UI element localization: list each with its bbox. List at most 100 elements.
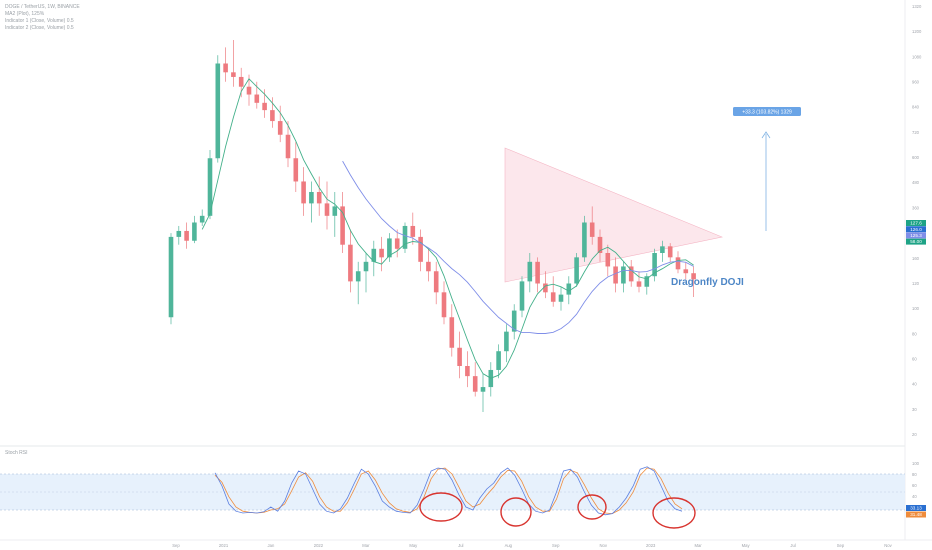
candle-body[interactable]: [387, 238, 392, 258]
candle-body[interactable]: [402, 225, 408, 249]
candles: [168, 40, 696, 412]
candle-body[interactable]: [449, 317, 455, 348]
candle-body[interactable]: [504, 331, 509, 352]
legend-indicator-1[interactable]: Indicator 1 (Close, Volume) 0.5: [5, 18, 74, 24]
time-tick-label: Jul: [458, 543, 463, 548]
candle-body[interactable]: [441, 292, 447, 318]
candle-body[interactable]: [527, 261, 533, 282]
price-badge-label: 126.0: [910, 227, 922, 232]
candle-body[interactable]: [176, 230, 182, 237]
legend-indicator-2[interactable]: Indicator 2 (Close, Volume) 0.5: [5, 25, 74, 31]
candle-body[interactable]: [293, 158, 299, 182]
candle-body[interactable]: [238, 76, 244, 87]
candle-body[interactable]: [192, 222, 197, 241]
candle-body[interactable]: [511, 310, 517, 332]
price-tick-label: 80: [912, 331, 917, 336]
price-badge-label: 127.6: [910, 221, 922, 226]
candle-body[interactable]: [628, 266, 634, 282]
projection-label-box[interactable]: [733, 107, 801, 116]
candle-body[interactable]: [426, 261, 431, 272]
stoch-circle[interactable]: [577, 494, 607, 520]
candle-body[interactable]: [332, 206, 338, 216]
candle-body[interactable]: [683, 269, 689, 274]
stoch-circle[interactable]: [652, 497, 696, 529]
candle-body[interactable]: [535, 261, 540, 284]
triangle-pattern[interactable]: [504, 147, 724, 283]
candle-body[interactable]: [348, 244, 353, 282]
fast-ma-line[interactable]: [201, 78, 694, 379]
candle-body[interactable]: [660, 246, 665, 253]
candle-body[interactable]: [589, 222, 595, 237]
candle-body[interactable]: [418, 236, 423, 262]
candle-body[interactable]: [301, 181, 306, 204]
time-tick-label: May: [742, 543, 751, 548]
candle-body[interactable]: [675, 257, 681, 270]
candle-body[interactable]: [582, 222, 587, 258]
doji-label[interactable]: Dragonfly DOJI: [671, 277, 744, 288]
candle-body[interactable]: [199, 215, 205, 223]
candle-body[interactable]: [472, 376, 478, 392]
candle-body[interactable]: [379, 248, 384, 258]
candle-body[interactable]: [621, 266, 626, 284]
price-tick-label: 720: [912, 130, 920, 135]
candle-body[interactable]: [168, 236, 174, 318]
time-axis[interactable]: Sep 2021 Jan 2022 Mar May Jul Aug Sep Nov 2023 Mar M…: [172, 543, 892, 548]
stoch-circle[interactable]: [419, 492, 463, 522]
price-tick-label: 1320: [912, 4, 922, 9]
price-tick-label: 60: [912, 357, 917, 362]
candle-body[interactable]: [496, 351, 501, 370]
candle-body[interactable]: [340, 206, 345, 245]
candle-body[interactable]: [246, 86, 252, 95]
candle-body[interactable]: [480, 387, 486, 392]
candle-body[interactable]: [309, 191, 314, 204]
legend-symbol[interactable]: DOGE / TetherUS, 1W, BINANCE: [5, 4, 80, 10]
candle-body[interactable]: [223, 63, 228, 73]
candle-body[interactable]: [184, 230, 189, 241]
slow-ma-line[interactable]: [342, 160, 694, 334]
candle-body[interactable]: [394, 238, 400, 249]
candle-body[interactable]: [371, 248, 377, 262]
candle-body[interactable]: [254, 94, 260, 103]
candle-body[interactable]: [550, 292, 556, 302]
candle-body[interactable]: [691, 273, 696, 280]
candle-body[interactable]: [644, 276, 650, 287]
stoch-label[interactable]: Stoch RSI: [5, 450, 28, 456]
candle-body[interactable]: [410, 225, 416, 237]
candle-body[interactable]: [574, 257, 579, 284]
legend-ma[interactable]: MA2 (Plot), 125%: [5, 11, 45, 17]
candle-body[interactable]: [667, 246, 673, 258]
stoch-k-line[interactable]: [214, 466, 683, 516]
candle-body[interactable]: [324, 203, 330, 216]
stoch-circle[interactable]: [500, 497, 532, 527]
candle-body[interactable]: [285, 134, 291, 159]
candle-body[interactable]: [457, 347, 462, 367]
stoch-axis[interactable]: 10080604020: [912, 461, 920, 510]
candle-body[interactable]: [215, 63, 221, 159]
stoch-tick-label: 60: [912, 483, 917, 488]
candle-body[interactable]: [231, 72, 236, 77]
candle-body[interactable]: [543, 283, 548, 293]
candle-body[interactable]: [355, 271, 361, 282]
candle-body[interactable]: [277, 121, 283, 135]
candle-body[interactable]: [558, 294, 564, 302]
candle-body[interactable]: [207, 158, 213, 216]
price-tick-label: 30: [912, 407, 917, 412]
candle-body[interactable]: [433, 271, 439, 293]
candle-body[interactable]: [465, 366, 470, 377]
candle-body[interactable]: [597, 236, 603, 253]
candle-body[interactable]: [519, 281, 525, 311]
price-badge: [906, 238, 926, 245]
candle-body[interactable]: [566, 283, 572, 295]
price-badge: [906, 232, 926, 239]
candle-body[interactable]: [270, 110, 275, 122]
candle-body[interactable]: [363, 261, 369, 272]
candle-body[interactable]: [613, 266, 618, 284]
projection-label: +33.3 (103.82%) 1329: [742, 110, 792, 116]
candle-body[interactable]: [316, 191, 322, 204]
candle-body[interactable]: [605, 252, 611, 267]
candle-body[interactable]: [636, 281, 642, 287]
candle-body[interactable]: [262, 102, 267, 111]
candle-body[interactable]: [652, 252, 657, 277]
projection: +33.3 (103.82%) 1329: [733, 107, 801, 231]
